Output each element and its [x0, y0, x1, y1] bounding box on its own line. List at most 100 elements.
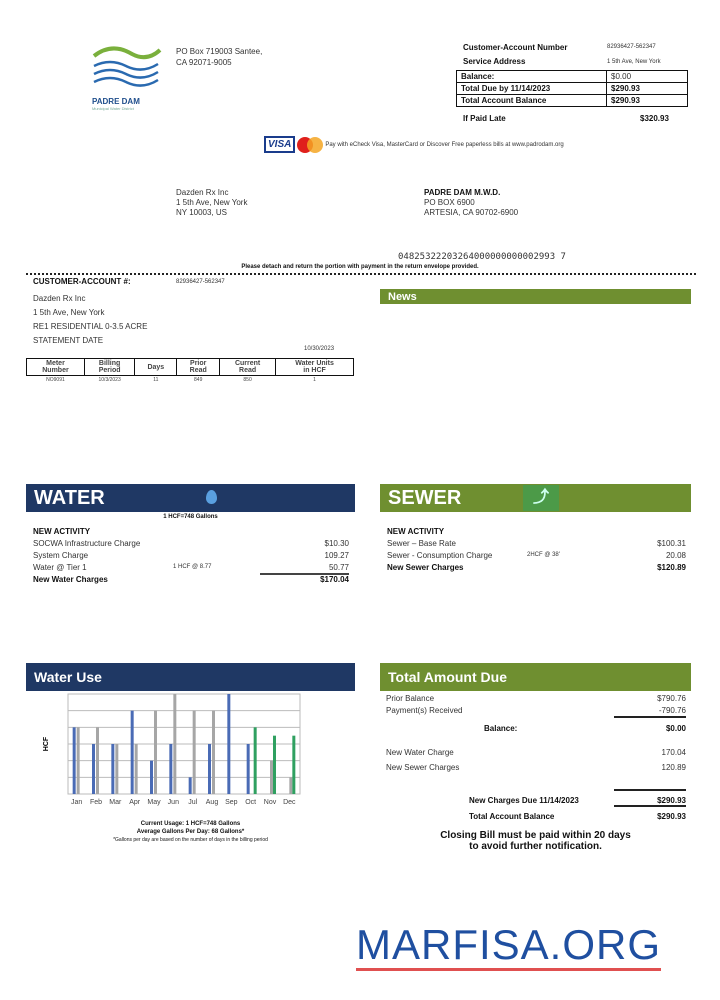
- bar: [150, 760, 153, 794]
- late-value: $320.93: [640, 114, 669, 123]
- new-charges-due-value: $290.93: [657, 795, 686, 805]
- visa-icon: VISA: [264, 136, 296, 153]
- bar: [208, 744, 211, 794]
- x-tick-label: Nov: [264, 799, 277, 806]
- pipe-icon: ⤴: [523, 485, 559, 511]
- stub-line: RE1 RESIDENTIAL 0-3.5 ACRE: [33, 322, 148, 331]
- news-header: News: [380, 289, 691, 304]
- x-tick-label: Sep: [225, 799, 238, 806]
- bar: [188, 777, 192, 794]
- stub-line: 1 5th Ave, New York: [33, 308, 105, 317]
- bar: [173, 694, 177, 794]
- x-tick-label: Jul: [188, 799, 197, 806]
- bar: [270, 760, 273, 794]
- address-line: NY 10003, US: [176, 208, 227, 217]
- closing-line: to avoid further notification.: [469, 841, 602, 852]
- service-label: Service Address: [463, 57, 526, 66]
- bar: [92, 744, 95, 794]
- closing-line: Closing Bill must be paid within 20 days: [440, 830, 631, 841]
- total-due-section: Prior Balance $790.76 Payment(s) Received…: [386, 692, 686, 821]
- bar: [134, 744, 138, 794]
- total-due-header: Total Amount Due: [380, 663, 691, 691]
- account-balance-label: Total Account Balance: [456, 94, 607, 107]
- x-tick-label: Apr: [129, 799, 141, 806]
- bar: [111, 744, 115, 794]
- x-tick-label: Oct: [245, 799, 256, 806]
- total-balance-value: $290.93: [657, 811, 686, 821]
- balance-value: $0.00: [665, 723, 686, 733]
- address-line: CA 92071-9005: [176, 58, 232, 67]
- activity-label: NEW ACTIVITY: [387, 526, 445, 536]
- payments-value: -790.76: [658, 705, 686, 715]
- bar: [96, 727, 99, 794]
- x-tick-label: Jun: [168, 799, 179, 806]
- sewer-header: SEWER ⤴: [380, 484, 691, 512]
- new-charges-due-label: New Charges Due 11/14/2023: [469, 795, 579, 805]
- charge-row: Sewer – Base Rate $100.31: [387, 538, 686, 548]
- late-label: If Paid Late: [463, 114, 506, 123]
- bar: [212, 710, 215, 794]
- stub-line: Dazden Rx Inc: [33, 294, 86, 303]
- x-tick-label: Jan: [71, 799, 82, 806]
- bar: [227, 694, 231, 794]
- bar: [273, 735, 276, 794]
- meter-table-header: Meter Number: [26, 358, 85, 376]
- x-tick-label: Mar: [109, 799, 122, 806]
- bar: [72, 727, 76, 794]
- balance-box: Balance: $0.00 Total Due by 11/14/2023 $29…: [456, 70, 688, 107]
- bar: [169, 744, 173, 794]
- meter-table-header: Billing Period: [83, 358, 136, 376]
- bar: [253, 727, 257, 794]
- water-charges: NEW ACTIVITY SOCWA Infrastructure Charge $…: [33, 525, 349, 585]
- footnote: *Gallons per day are based on the number…: [113, 837, 268, 843]
- bar: [289, 777, 293, 794]
- water-title: WATER: [34, 486, 105, 509]
- new-water-label: New Water Charge: [386, 747, 454, 757]
- detach-line: [26, 273, 696, 275]
- balance-value: $0.00: [606, 70, 688, 83]
- water-subtitle: 1 HCF=748 Gallons: [163, 514, 218, 520]
- payments-label: Payment(s) Received: [386, 705, 463, 715]
- address-line: ARTESIA, CA 90702-6900: [424, 208, 519, 217]
- total-balance-label: Total Account Balance: [469, 811, 555, 821]
- meter-table-header: Prior Read: [176, 358, 221, 376]
- scanline: 04825322203264000000000002993 7: [398, 252, 566, 262]
- stub-line: STATEMENT DATE: [33, 336, 104, 345]
- balance-label: Balance:: [456, 70, 607, 83]
- x-tick-label: Aug: [206, 799, 219, 806]
- activity-label: NEW ACTIVITY: [33, 526, 91, 536]
- prior-balance-label: Prior Balance: [386, 693, 435, 703]
- charge-total: New Water Charges $170.04: [33, 573, 349, 585]
- water-drop-icon: [206, 490, 217, 504]
- water-use-notes: Current Usage: 1 HCF=748 Gallons Average…: [26, 820, 355, 844]
- address-line: 1 5th Ave, New York: [176, 198, 248, 207]
- water-use-chart: HCF Jan Feb Mar Apr May Jun Jul Aug Sep Oct Nov Dec: [43, 693, 301, 806]
- average-note: Average Gallons Per Day: 68 Gallons*: [136, 829, 245, 835]
- address-line: PO BOX 6900: [424, 198, 475, 207]
- bar: [292, 735, 296, 794]
- mastercard-icon: [297, 136, 324, 153]
- bar: [192, 710, 196, 794]
- y-axis-label: HCF: [43, 736, 50, 751]
- bar: [130, 710, 134, 794]
- charge-row: System Charge 109.27: [33, 550, 349, 560]
- meter-table-header: Current Read: [219, 358, 277, 376]
- logo-name: PADRE DAM: [92, 97, 140, 106]
- remit-address: PADRE DAM M.W.D. PO BOX 6900 ARTESIA, CA…: [424, 188, 518, 218]
- sender-address: PO Box 719003 Santee, CA 92071-9005: [176, 46, 262, 68]
- meter-table-cell: 1: [313, 377, 316, 383]
- meter-table-cell: 11: [153, 377, 159, 383]
- water-use-header: Water Use: [26, 663, 355, 691]
- meter-table-cell: 850: [243, 377, 252, 383]
- address-line: PO Box 719003 Santee,: [176, 47, 263, 56]
- charge-row: SOCWA Infrastructure Charge $10.30: [33, 538, 349, 548]
- meter-table-cell: 849: [194, 377, 203, 383]
- bar: [154, 710, 157, 794]
- address-line: Dazden Rx Inc: [176, 188, 229, 197]
- charge-total: New Sewer Charges $120.89: [387, 562, 686, 572]
- stub-account-label: CUSTOMER-ACCOUNT #:: [33, 277, 131, 286]
- balance-label: Balance:: [484, 723, 518, 733]
- service-value: 1 5th Ave, New York: [607, 59, 661, 65]
- usage-note: Current Usage: 1 HCF=748 Gallons: [140, 821, 241, 827]
